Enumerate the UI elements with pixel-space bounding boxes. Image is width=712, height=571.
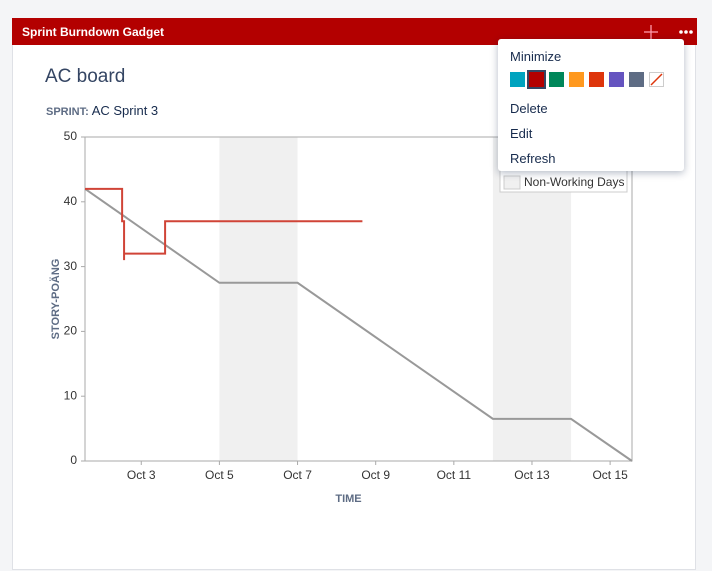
- x-axis-label: TIME: [335, 493, 361, 505]
- color-swatch[interactable]: [609, 72, 624, 87]
- y-tick-label: 40: [64, 194, 78, 208]
- menu-item[interactable]: Refresh: [510, 151, 556, 166]
- gadget-title: Sprint Burndown Gadget: [22, 25, 164, 39]
- y-axis-label: STORY-POÄNG: [49, 259, 62, 340]
- y-tick-label: 0: [70, 453, 77, 467]
- color-swatch[interactable]: [649, 72, 664, 87]
- dropdown-menu: Minimize Delete Edit Refresh: [498, 39, 684, 171]
- sprint-info: SPRINT: AC Sprint 3: [46, 103, 158, 118]
- y-tick-label: 30: [64, 259, 78, 273]
- menu-item[interactable]: Minimize: [510, 49, 562, 64]
- series-line: [84, 188, 633, 462]
- x-tick-label: Oct 11: [437, 468, 472, 482]
- x-tick-label: Oct 3: [127, 468, 156, 482]
- color-swatch[interactable]: [510, 72, 525, 87]
- board-name: AC board: [45, 66, 126, 87]
- sprint-label: SPRINT:: [46, 106, 89, 118]
- x-tick-label: Oct 13: [514, 468, 550, 482]
- x-tick-label: Oct 5: [205, 468, 234, 482]
- y-tick-label: 20: [64, 324, 78, 338]
- color-swatch[interactable]: [589, 72, 604, 87]
- x-tick-label: Oct 15: [592, 468, 628, 482]
- color-swatch[interactable]: [549, 72, 564, 87]
- color-swatch[interactable]: [629, 72, 644, 87]
- x-tick-label: Oct 9: [361, 468, 390, 482]
- y-tick-label: 10: [64, 388, 78, 402]
- menu-item[interactable]: Edit: [510, 126, 533, 141]
- header-icons[interactable]: [640, 18, 700, 45]
- plot-border: [84, 136, 633, 462]
- series-line: [85, 187, 363, 261]
- non-working-band: [219, 137, 298, 461]
- gadget-header: Sprint Burndown Gadget: [12, 18, 697, 45]
- sprint-name: AC Sprint 3: [91, 103, 159, 118]
- legend-swatch: [503, 175, 521, 190]
- color-swatch[interactable]: [527, 70, 546, 89]
- legend-label: Non-Working Days: [524, 175, 624, 189]
- color-swatch[interactable]: [569, 72, 584, 87]
- x-tick-label: Oct 7: [283, 468, 312, 482]
- menu-item[interactable]: Delete: [510, 101, 548, 116]
- y-tick-label: 50: [64, 129, 78, 143]
